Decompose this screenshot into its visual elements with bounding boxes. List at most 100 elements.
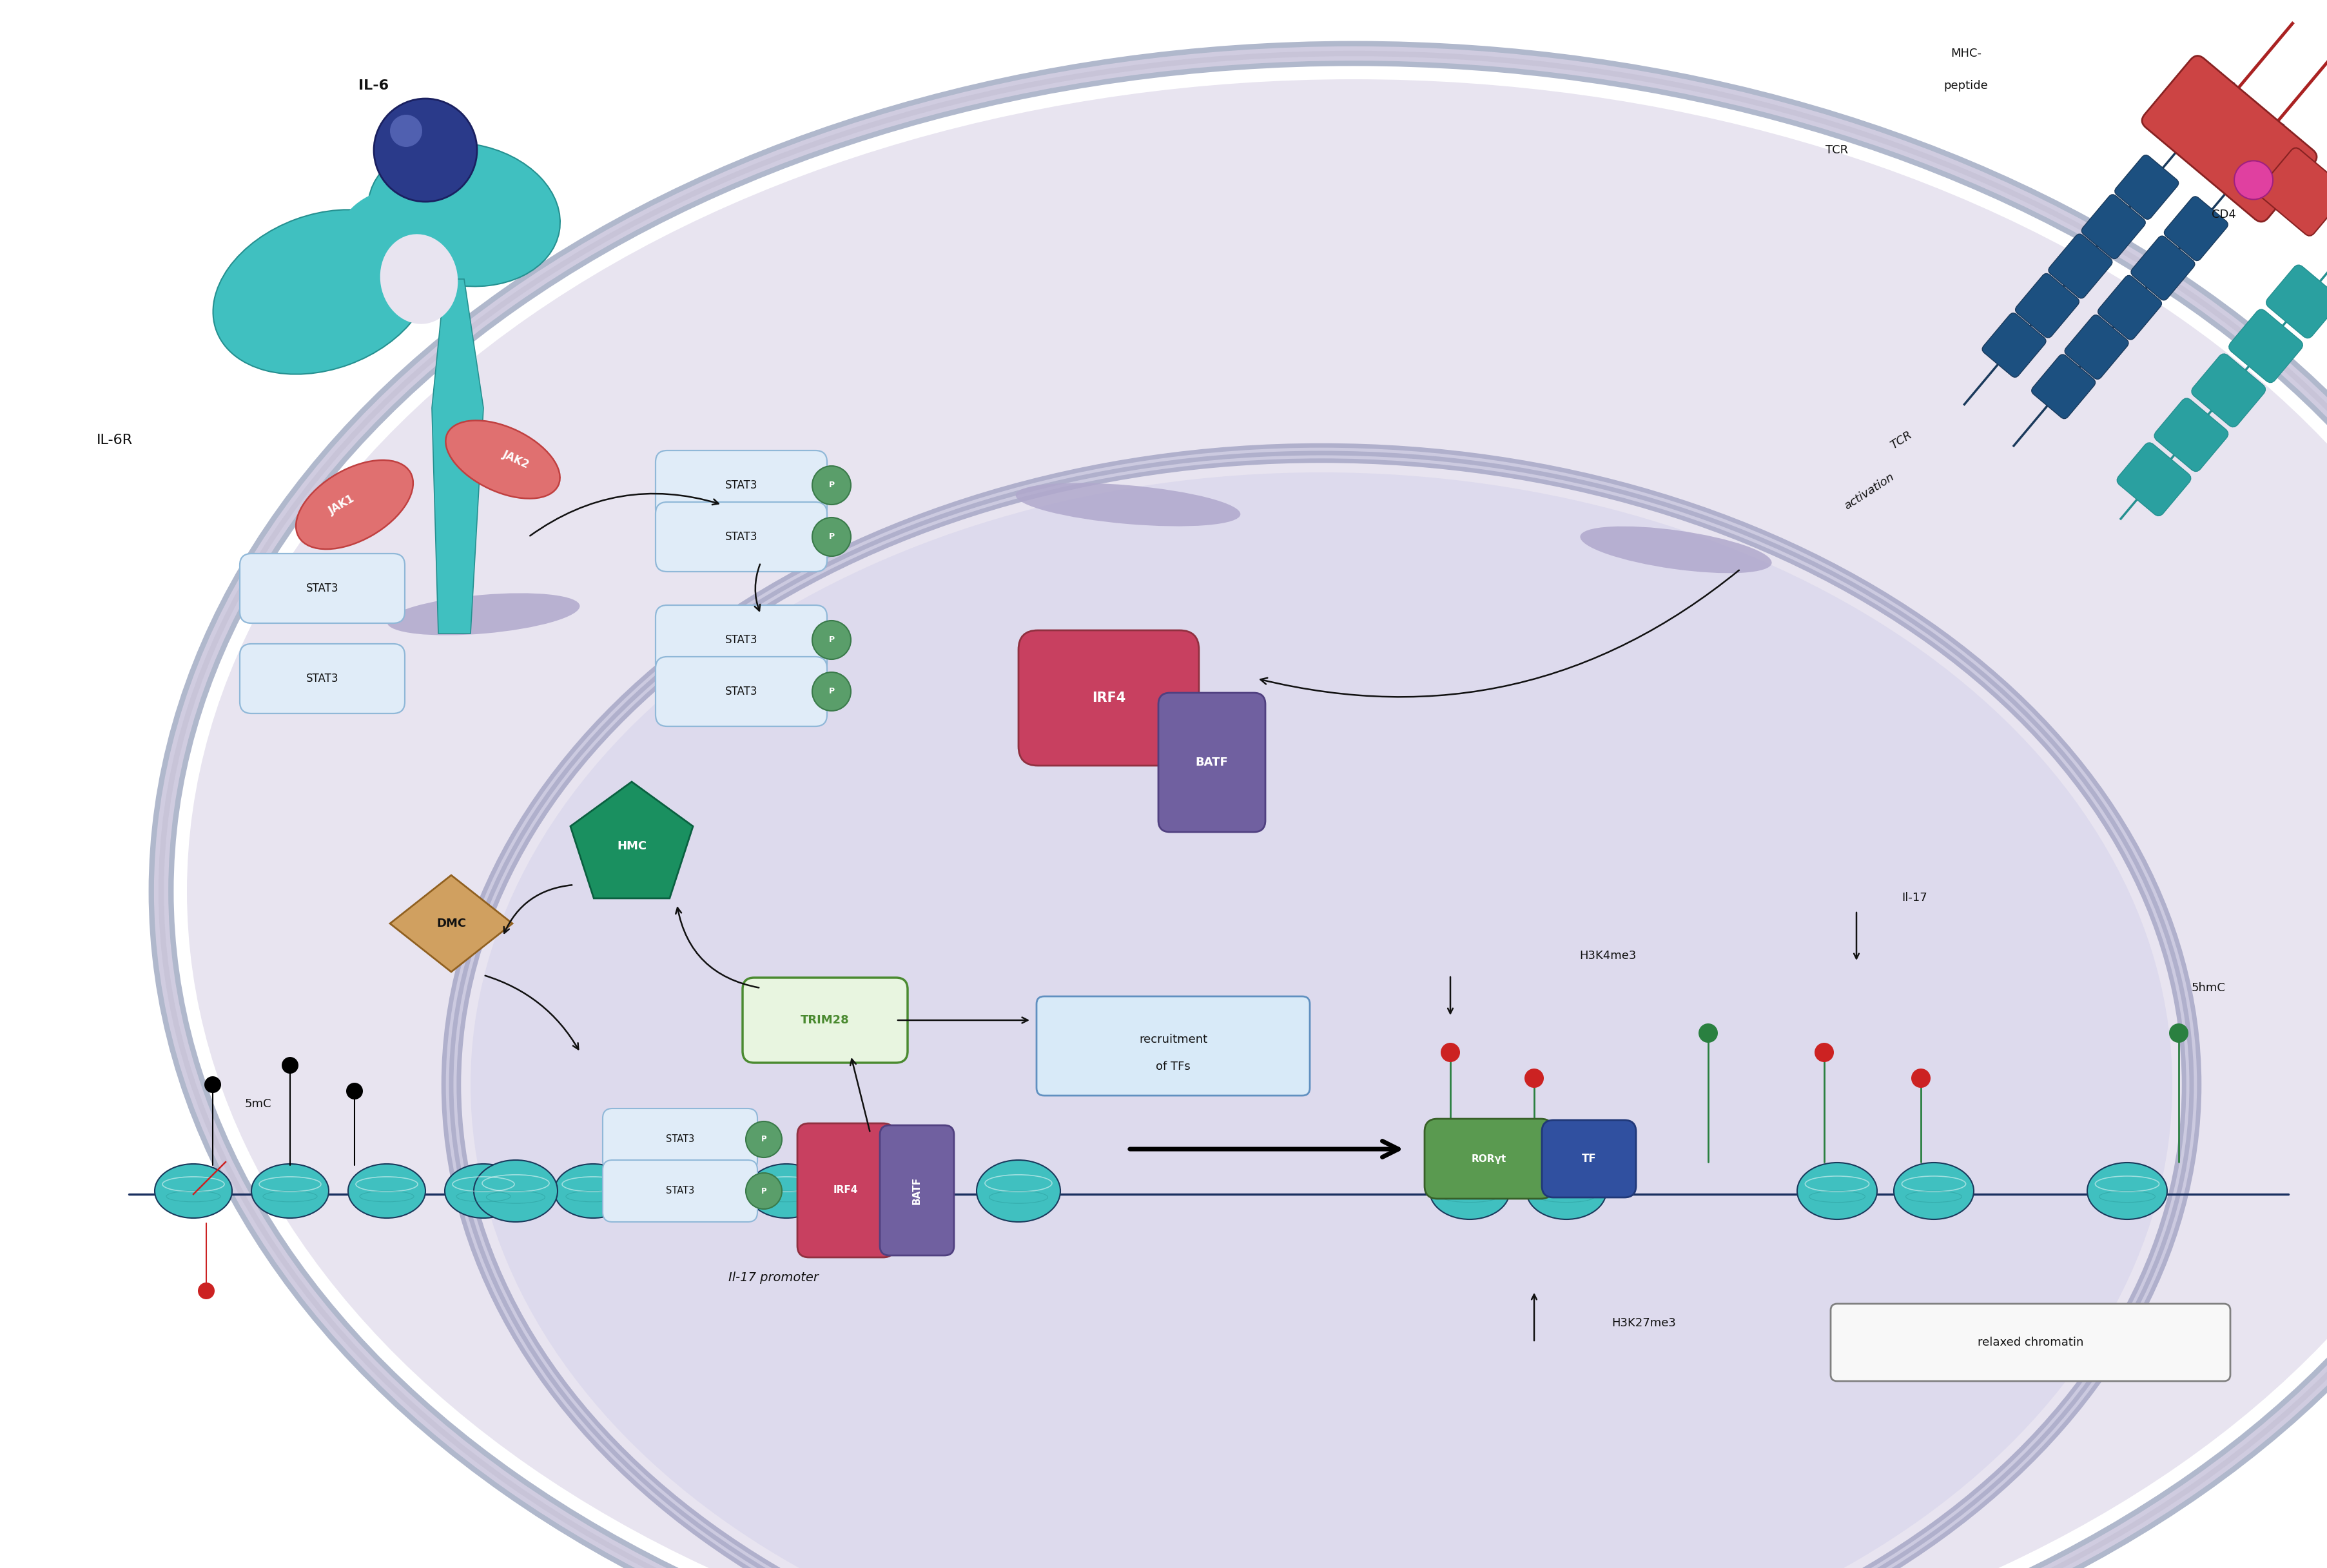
FancyBboxPatch shape [1036, 996, 1310, 1096]
Circle shape [375, 99, 477, 202]
Ellipse shape [379, 234, 458, 325]
Text: DMC: DMC [437, 917, 465, 930]
Text: JAK1: JAK1 [326, 492, 356, 516]
Text: TF: TF [1582, 1152, 1596, 1165]
Text: TCR: TCR [1890, 430, 1915, 452]
Text: Il-17: Il-17 [1901, 892, 1927, 903]
Text: STAT3: STAT3 [726, 633, 759, 646]
Text: BATF: BATF [1196, 757, 1229, 768]
Text: CD4: CD4 [2211, 209, 2236, 221]
FancyBboxPatch shape [1983, 314, 2045, 378]
Ellipse shape [349, 1163, 426, 1218]
Text: STAT3: STAT3 [666, 1185, 693, 1196]
Polygon shape [391, 875, 512, 972]
Circle shape [812, 466, 852, 505]
Circle shape [812, 673, 852, 710]
Circle shape [2169, 1024, 2187, 1043]
Text: JAK2: JAK2 [500, 448, 531, 470]
Text: peptide: peptide [1943, 80, 1987, 91]
FancyBboxPatch shape [742, 978, 908, 1063]
Text: IRF4: IRF4 [1091, 691, 1126, 704]
Circle shape [391, 114, 421, 147]
FancyBboxPatch shape [1424, 1120, 1554, 1198]
Ellipse shape [1015, 483, 1240, 527]
FancyBboxPatch shape [1543, 1120, 1636, 1198]
FancyBboxPatch shape [1831, 1303, 2229, 1381]
FancyBboxPatch shape [798, 1123, 894, 1258]
FancyBboxPatch shape [2115, 155, 2178, 220]
Ellipse shape [554, 1163, 631, 1218]
Text: MHC-: MHC- [1950, 47, 1983, 60]
Text: P: P [828, 687, 835, 696]
Circle shape [812, 621, 852, 659]
FancyBboxPatch shape [1159, 693, 1266, 833]
FancyBboxPatch shape [2031, 354, 2094, 419]
FancyBboxPatch shape [2099, 276, 2162, 340]
Circle shape [2234, 162, 2273, 199]
Text: H3K4me3: H3K4me3 [1580, 950, 1636, 961]
Ellipse shape [154, 1163, 233, 1218]
Ellipse shape [1527, 1162, 1606, 1220]
FancyBboxPatch shape [2257, 147, 2327, 235]
Circle shape [347, 1083, 363, 1099]
Ellipse shape [444, 1163, 521, 1218]
Text: activation: activation [1843, 472, 1897, 513]
Circle shape [1910, 1068, 1931, 1088]
Text: recruitment: recruitment [1138, 1033, 1208, 1046]
Circle shape [1699, 1024, 1717, 1043]
Text: TCR: TCR [1827, 144, 1848, 155]
Polygon shape [433, 279, 484, 633]
Text: STAT3: STAT3 [666, 1135, 693, 1145]
Circle shape [282, 1057, 298, 1074]
Text: P: P [761, 1187, 766, 1195]
FancyBboxPatch shape [656, 605, 826, 674]
Ellipse shape [475, 1160, 558, 1221]
FancyBboxPatch shape [2143, 56, 2318, 221]
FancyBboxPatch shape [2132, 235, 2194, 299]
FancyBboxPatch shape [2048, 234, 2113, 298]
Text: IL-6: IL-6 [358, 80, 389, 93]
Text: P: P [828, 635, 835, 644]
Text: BATF: BATF [912, 1176, 921, 1204]
Text: of TFs: of TFs [1157, 1062, 1191, 1073]
FancyBboxPatch shape [2229, 309, 2304, 383]
Ellipse shape [1796, 1162, 1878, 1220]
Circle shape [812, 517, 852, 557]
Text: IL-6R: IL-6R [98, 434, 133, 447]
Ellipse shape [1429, 1162, 1510, 1220]
Ellipse shape [186, 80, 2327, 1568]
Ellipse shape [977, 1160, 1061, 1221]
Ellipse shape [470, 472, 2173, 1568]
FancyBboxPatch shape [2192, 354, 2266, 426]
Text: TRIM28: TRIM28 [800, 1014, 849, 1025]
Text: P: P [828, 481, 835, 489]
Text: 5hmC: 5hmC [2192, 982, 2225, 994]
Ellipse shape [386, 593, 579, 635]
FancyBboxPatch shape [656, 502, 826, 572]
Text: relaxed chromatin: relaxed chromatin [1978, 1336, 2083, 1348]
Ellipse shape [296, 459, 414, 549]
FancyBboxPatch shape [2164, 196, 2227, 260]
Ellipse shape [652, 1163, 728, 1218]
Ellipse shape [1580, 527, 1771, 574]
Text: Il-17 promoter: Il-17 promoter [728, 1272, 819, 1284]
Text: H3K27me3: H3K27me3 [1613, 1317, 1675, 1330]
FancyBboxPatch shape [2266, 265, 2327, 339]
FancyBboxPatch shape [2118, 442, 2192, 516]
FancyBboxPatch shape [2015, 273, 2078, 337]
Ellipse shape [1894, 1162, 1973, 1220]
Text: STAT3: STAT3 [726, 532, 759, 543]
Ellipse shape [2087, 1162, 2166, 1220]
Circle shape [745, 1173, 782, 1209]
FancyBboxPatch shape [880, 1126, 954, 1256]
Text: HMC: HMC [617, 840, 647, 851]
Ellipse shape [368, 143, 561, 287]
Text: P: P [828, 533, 835, 541]
Text: STAT3: STAT3 [726, 685, 759, 698]
Text: STAT3: STAT3 [726, 480, 759, 491]
Text: P: P [761, 1135, 766, 1143]
FancyBboxPatch shape [240, 644, 405, 713]
Circle shape [1440, 1043, 1459, 1062]
Polygon shape [570, 782, 693, 898]
FancyBboxPatch shape [603, 1160, 756, 1221]
